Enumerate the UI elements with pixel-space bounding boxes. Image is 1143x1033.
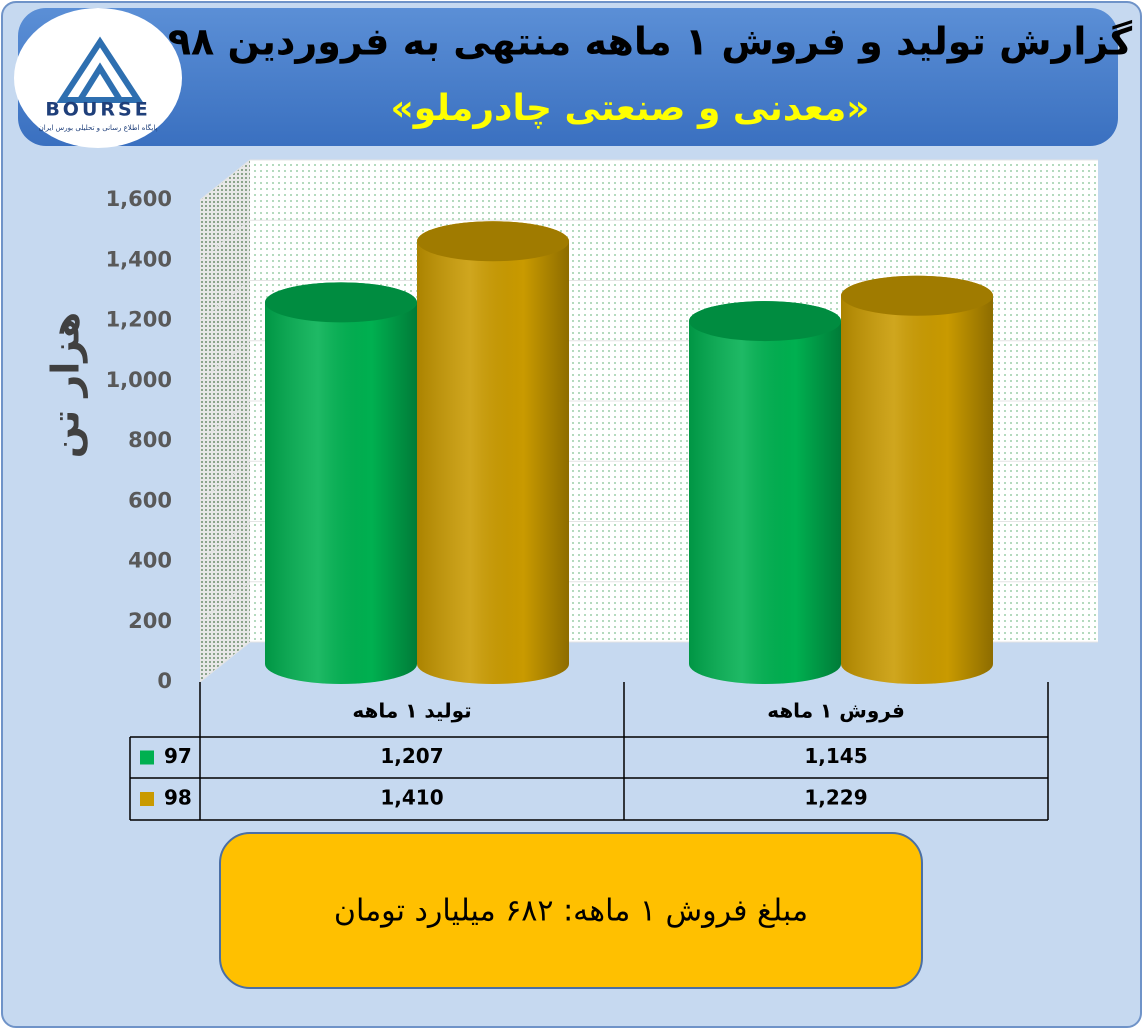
- logo-mark: [56, 36, 144, 103]
- y-tick-label: 1,400: [106, 247, 172, 271]
- annotation: مبلغ فروش ۱ ماهه: ۶۸۲ میلیارد تومان: [334, 894, 808, 929]
- bar-top-shade: [265, 282, 417, 323]
- value-label: 1,145: [804, 744, 867, 768]
- x-tick-label: فروش ۱ ماهه: [767, 699, 905, 723]
- bar-shade: [689, 321, 841, 684]
- chart-subtitle: «معدنی و صنعتی چادرملو»: [391, 88, 870, 129]
- bar-top-shade: [417, 221, 569, 262]
- bar-top-shade: [689, 301, 841, 342]
- bar-shade: [265, 302, 417, 684]
- value-label: 1,207: [380, 744, 443, 768]
- bar-top: [841, 275, 993, 316]
- bar-top: [689, 301, 841, 342]
- legend-label: 98: [164, 786, 192, 810]
- grid-line: [199, 219, 1098, 261]
- bar-top: [417, 221, 569, 262]
- y-tick-label: 800: [128, 428, 172, 452]
- y-tick-label: 1,600: [106, 187, 172, 211]
- bar-top: [265, 282, 417, 323]
- value-label: 1,229: [804, 786, 867, 810]
- y-tick-label: 1,200: [106, 308, 172, 332]
- grid-line: [199, 280, 1098, 321]
- y-tick-label: 200: [128, 609, 172, 633]
- x-tick-label: تولید ۱ ماهه: [352, 699, 471, 723]
- y-axis-label: هزار تن: [44, 312, 88, 459]
- y-tick-label: 600: [128, 488, 172, 512]
- logo-bg: [14, 8, 182, 148]
- y-tick-label: 1,000: [106, 368, 172, 392]
- bar-shade: [841, 295, 993, 684]
- value-label: 1,410: [380, 786, 443, 810]
- logo-text: BOURSE: [45, 99, 150, 121]
- legend-label: 97: [164, 744, 192, 768]
- y-tick-label: 0: [157, 669, 172, 693]
- legend-swatch: [140, 792, 154, 806]
- bar-shade: [417, 241, 569, 685]
- y-tick-label: 400: [128, 549, 172, 573]
- header: [18, 8, 1118, 146]
- annotation-box: [219, 832, 923, 989]
- grid-line: [199, 159, 1098, 201]
- legend-swatch: [140, 750, 154, 765]
- bar-top-shade: [841, 275, 993, 316]
- logo-caption: پایگاه اطلاع رسانی و تحلیلی بورس ایران: [39, 123, 158, 132]
- chart-title: گزارش تولید و فروش ۱ ماهه منتهی به فرورد…: [168, 20, 1133, 65]
